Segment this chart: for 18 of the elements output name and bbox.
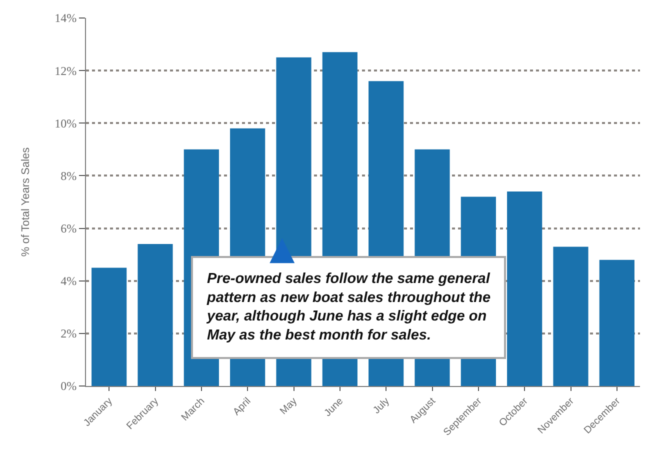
bar (92, 268, 127, 386)
y-tick-label: 12% (54, 64, 77, 78)
y-tick-label: 10% (54, 116, 77, 130)
annotation: Pre-owned sales follow the same general pattern as new boat sales throughout the year, although June has a slight edge on May as the best month for sales. (206, 271, 491, 344)
y-tick-label: 8% (60, 168, 77, 183)
y-tick-label: 4% (60, 274, 77, 288)
bar (553, 246, 588, 386)
y-tick-label: 6% (60, 221, 77, 236)
y-tick-label: 2% (60, 326, 77, 341)
bar (138, 244, 173, 386)
x-tick-label: July (371, 396, 392, 416)
y-tick-label: 0% (60, 379, 77, 394)
y-axis-title: % of Total Years Sales (20, 146, 32, 257)
x-tick-label: May (278, 396, 300, 418)
bar (599, 260, 634, 386)
bar (507, 191, 542, 386)
x-tick-label: June (322, 396, 346, 419)
y-tick-label: 14% (54, 11, 77, 26)
